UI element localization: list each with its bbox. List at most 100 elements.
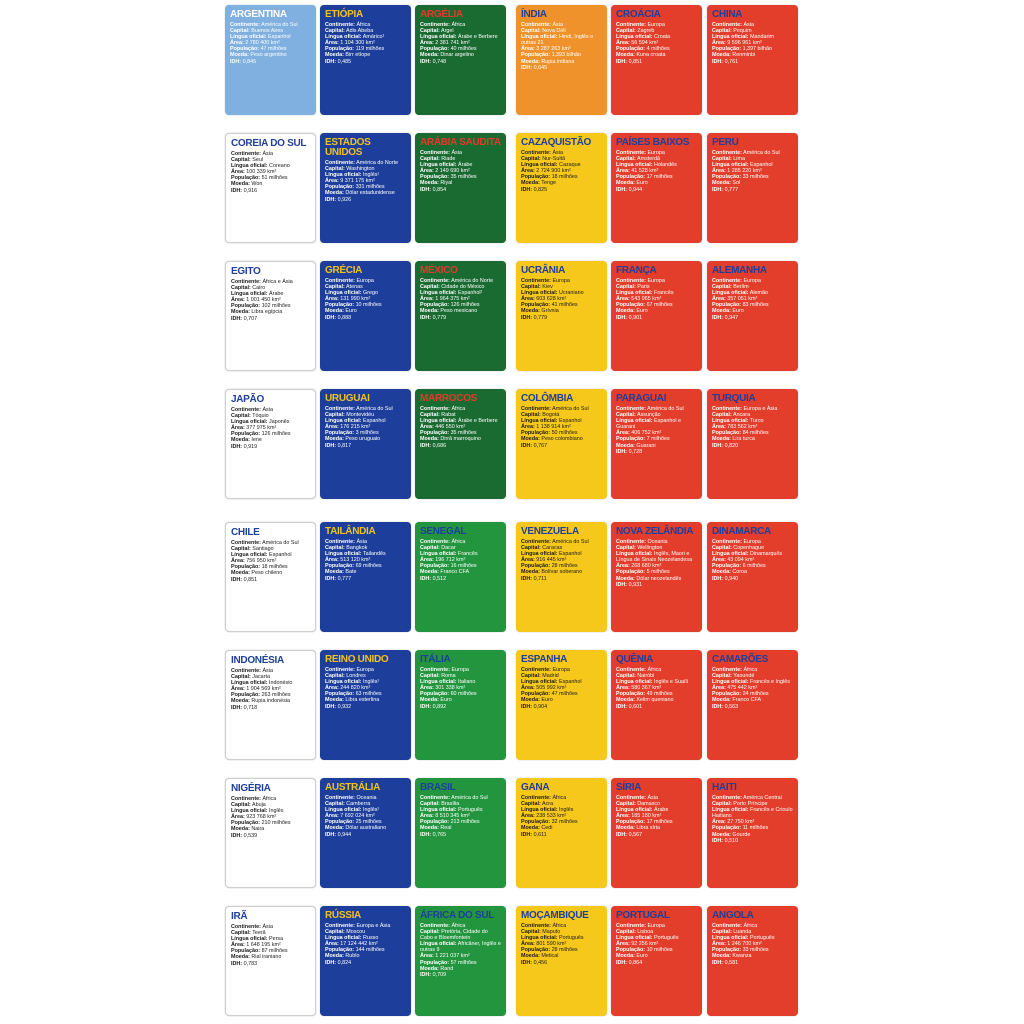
country-card: Chile Continente: América do Sul Capital: … — [225, 522, 316, 632]
field-label: Língua oficial: — [420, 162, 457, 169]
card-field-idh: IDH: 0,944 — [616, 187, 698, 193]
card-field-idh: IDH: 0,817 — [325, 443, 407, 449]
field-value: Roma — [441, 673, 456, 680]
field-value: Espanhol — [559, 551, 582, 558]
field-label: Continente: — [616, 22, 646, 28]
field-label: Moeda: — [616, 180, 635, 187]
field-label: IDH: — [712, 314, 724, 321]
card-field-lingua: Língua oficial: Indonésio — [231, 680, 311, 686]
country-name: Nova Zelândia — [616, 526, 694, 537]
card-field-populacao: População: 47 milhões — [521, 691, 603, 697]
card-field-populacao: População: 33 milhões — [712, 947, 794, 953]
field-label: Capital: — [420, 801, 440, 808]
field-value: 176 215 km² — [340, 424, 371, 431]
card-field-continente: Continente: Europa — [521, 278, 603, 284]
field-label: Área: — [231, 169, 245, 176]
card-field-lingua: Língua oficial: Inglês, Maori e Língua d… — [616, 551, 698, 563]
field-label: Continente: — [420, 22, 450, 28]
field-value: 196 712 km² — [435, 557, 466, 564]
card-field-area: Área: 185 180 km² — [616, 813, 698, 819]
field-label: Moeda: — [712, 308, 731, 315]
field-label: Moeda: — [521, 436, 540, 443]
field-value: 0,824 — [337, 959, 352, 966]
field-label: População: — [420, 959, 450, 966]
field-label: População: — [521, 691, 551, 698]
field-value: 801 590 km² — [536, 941, 567, 948]
field-value: 40 milhões — [450, 46, 477, 53]
field-value: 0,888 — [337, 314, 352, 321]
country-name: Haiti — [712, 782, 737, 793]
field-label: Continente: — [712, 667, 742, 673]
field-value: Francês e Inglês — [750, 679, 790, 686]
field-label: IDH: — [325, 703, 337, 710]
card-field-lingua: Língua oficial: Russo — [325, 935, 407, 941]
card-field-lingua: Língua oficial: Espanhol — [712, 162, 794, 168]
card-field-moeda: Moeda: Dólar australiano — [325, 825, 407, 831]
card-field-continente: Continente: Ásia — [420, 150, 502, 156]
field-value: Real — [440, 825, 452, 832]
field-label: Continente: — [231, 151, 261, 157]
country-name: França — [616, 265, 657, 276]
field-value: Ásia — [262, 924, 273, 930]
country-name: Colômbia — [521, 393, 574, 404]
card-field-continente: Continente: África e Ásia — [231, 279, 311, 285]
field-label: Capital: — [325, 929, 345, 936]
field-value: 357 051 km² — [727, 296, 758, 303]
field-value: 51 milhões — [261, 175, 288, 182]
field-label: Moeda: — [616, 442, 635, 449]
field-label: Continente: — [231, 540, 261, 546]
field-value: Porto Príncipe — [733, 801, 768, 808]
field-label: População: — [231, 692, 261, 699]
field-value: Árabe e Berbere — [458, 34, 498, 41]
field-label: Área: — [712, 424, 726, 431]
field-value: Gourde — [732, 831, 751, 838]
country-card: Síria Continente: Ásia Capital: Damasco Lín… — [611, 778, 702, 888]
field-label: População: — [521, 302, 551, 309]
field-value: 0,779 — [533, 314, 548, 321]
country-name: Argélia — [420, 9, 463, 20]
card-field-moeda: Moeda: Dirrã marroquino — [420, 436, 502, 442]
field-label: População: — [712, 947, 742, 954]
card-field-idh: IDH: 0,779 — [521, 315, 603, 321]
field-label: Continente: — [616, 539, 646, 545]
card-field-moeda: Moeda: Sol — [712, 180, 794, 186]
field-value: 27 750 km² — [727, 819, 755, 826]
field-label: Continente: — [712, 795, 742, 801]
country-name: China — [712, 9, 743, 20]
field-value: 331 milhões — [355, 184, 385, 191]
field-label: Área: — [325, 424, 339, 431]
card-field-idh: IDH: 0,901 — [616, 315, 698, 321]
field-value: Peso chileno — [251, 570, 283, 577]
card-field-lingua: Língua oficial: Português — [616, 935, 698, 941]
card-field-area: Área: 7 692 024 km² — [325, 813, 407, 819]
country-name: Portugal — [616, 910, 670, 921]
field-label: IDH: — [230, 58, 242, 65]
card-field-continente: Continente: Europa e Ásia — [712, 406, 794, 412]
field-label: IDH: — [420, 831, 432, 838]
card-field-continente: Continente: América Central — [712, 795, 794, 801]
field-value: América do Sul — [552, 406, 589, 412]
field-value: Won — [251, 181, 263, 188]
card-field-capital: Capital: Riade — [420, 156, 502, 162]
field-value: Madrid — [542, 673, 559, 680]
card-field-idh: IDH: 0,718 — [231, 705, 311, 711]
field-value: 1 964 375 km² — [435, 296, 470, 303]
country-card: Arábia Saudita Continente: Ásia Capital: R… — [415, 133, 506, 243]
field-label: IDH: — [712, 703, 724, 710]
field-label: Capital: — [521, 545, 541, 552]
card-field-continente: Continente: Ásia — [712, 22, 794, 28]
field-value: Sol — [732, 180, 741, 187]
country-card: Rússia Continente: Europa e Ásia Capital: … — [320, 906, 411, 1016]
card-field-idh: IDH: 0,611 — [521, 832, 603, 838]
field-value: 0,728 — [628, 448, 643, 455]
field-value: 9 596 961 km² — [727, 40, 762, 47]
field-label: IDH: — [521, 831, 533, 838]
card-field-populacao: População: 6 milhões — [712, 563, 794, 569]
field-value: Espanhol¹ — [458, 290, 483, 297]
field-label: Área: — [325, 296, 339, 303]
field-value: Euro — [636, 953, 648, 960]
field-value: Euro — [440, 697, 452, 704]
field-label: Área: — [420, 424, 434, 431]
field-label: Língua oficial: — [712, 418, 749, 425]
country-name: Uruguai — [325, 393, 370, 404]
